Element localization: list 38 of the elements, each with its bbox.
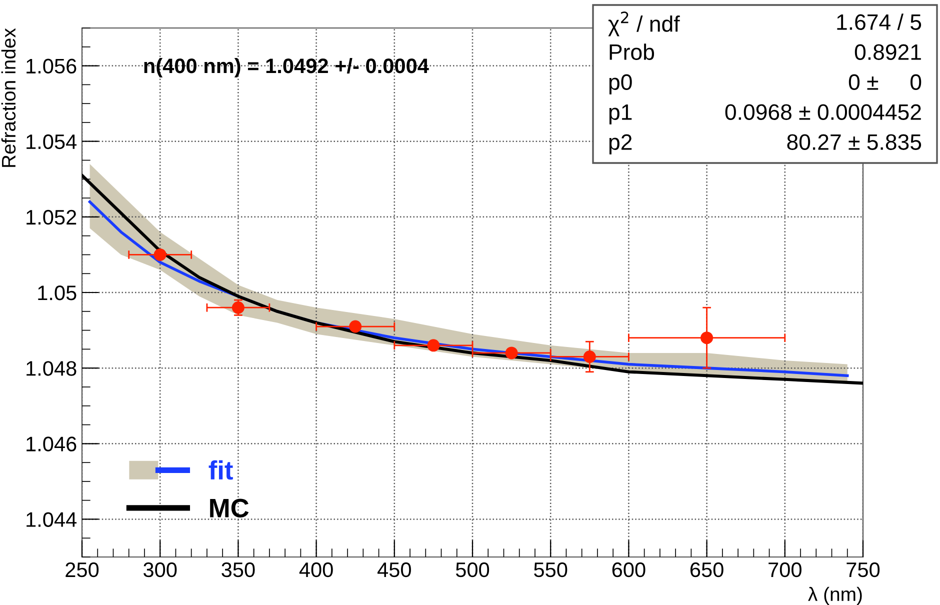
- annotation: p0: [609, 74, 632, 94]
- y-tick-label: 1.044: [26, 512, 77, 527]
- annotation: Prob: [610, 44, 654, 60]
- point: [583, 350, 596, 363]
- y-tick-label: 1.048: [26, 361, 76, 376]
- y-tick-label: 1.054: [26, 134, 77, 150]
- annotation: 0 ± 0: [848, 74, 922, 90]
- y-tick-label: 1.05: [38, 286, 76, 300]
- x-tick-label: 750: [846, 562, 880, 578]
- point: [505, 346, 518, 360]
- annotation: 80.27 ± 5.835: [787, 134, 922, 150]
- x-tick-label: 400: [299, 562, 333, 578]
- annotation: p2: [609, 134, 632, 154]
- legend-label: fit: [208, 460, 233, 480]
- x-tick-label: 350: [222, 562, 255, 578]
- x-tick-label: 550: [534, 562, 568, 578]
- point: [349, 320, 362, 333]
- y-tick-label: 1.046: [26, 436, 76, 452]
- x-tick-label: 600: [612, 562, 646, 578]
- x-tick-label: 300: [144, 562, 177, 578]
- annotation: 0.0968 ± 0.0004452: [725, 104, 921, 120]
- legend-label: MC: [210, 498, 249, 518]
- x-tick-label: 450: [378, 562, 411, 578]
- annotation: χ$^{2}$ / ndf: [608, 12, 680, 36]
- point: [427, 339, 440, 352]
- x-tick-label: 250: [66, 562, 99, 578]
- y-tick-label: 1.056: [26, 58, 76, 74]
- annotation: n(400 nm) = 1.0492 +/- 0.0004: [144, 58, 429, 78]
- y-axis-title: Refraction index: [1, 28, 16, 167]
- x-tick-label: 700: [768, 562, 802, 578]
- x-tick-label: 650: [690, 562, 724, 578]
- x-tick-label: 500: [456, 562, 490, 578]
- y-tick-label: 1.052: [26, 210, 76, 225]
- annotation: 0.8921: [854, 44, 921, 60]
- x-axis-title: λ (nm): [808, 586, 862, 605]
- annotation: p1: [609, 104, 632, 124]
- point: [700, 332, 714, 344]
- annotation: 1.674 / 5: [837, 14, 922, 30]
